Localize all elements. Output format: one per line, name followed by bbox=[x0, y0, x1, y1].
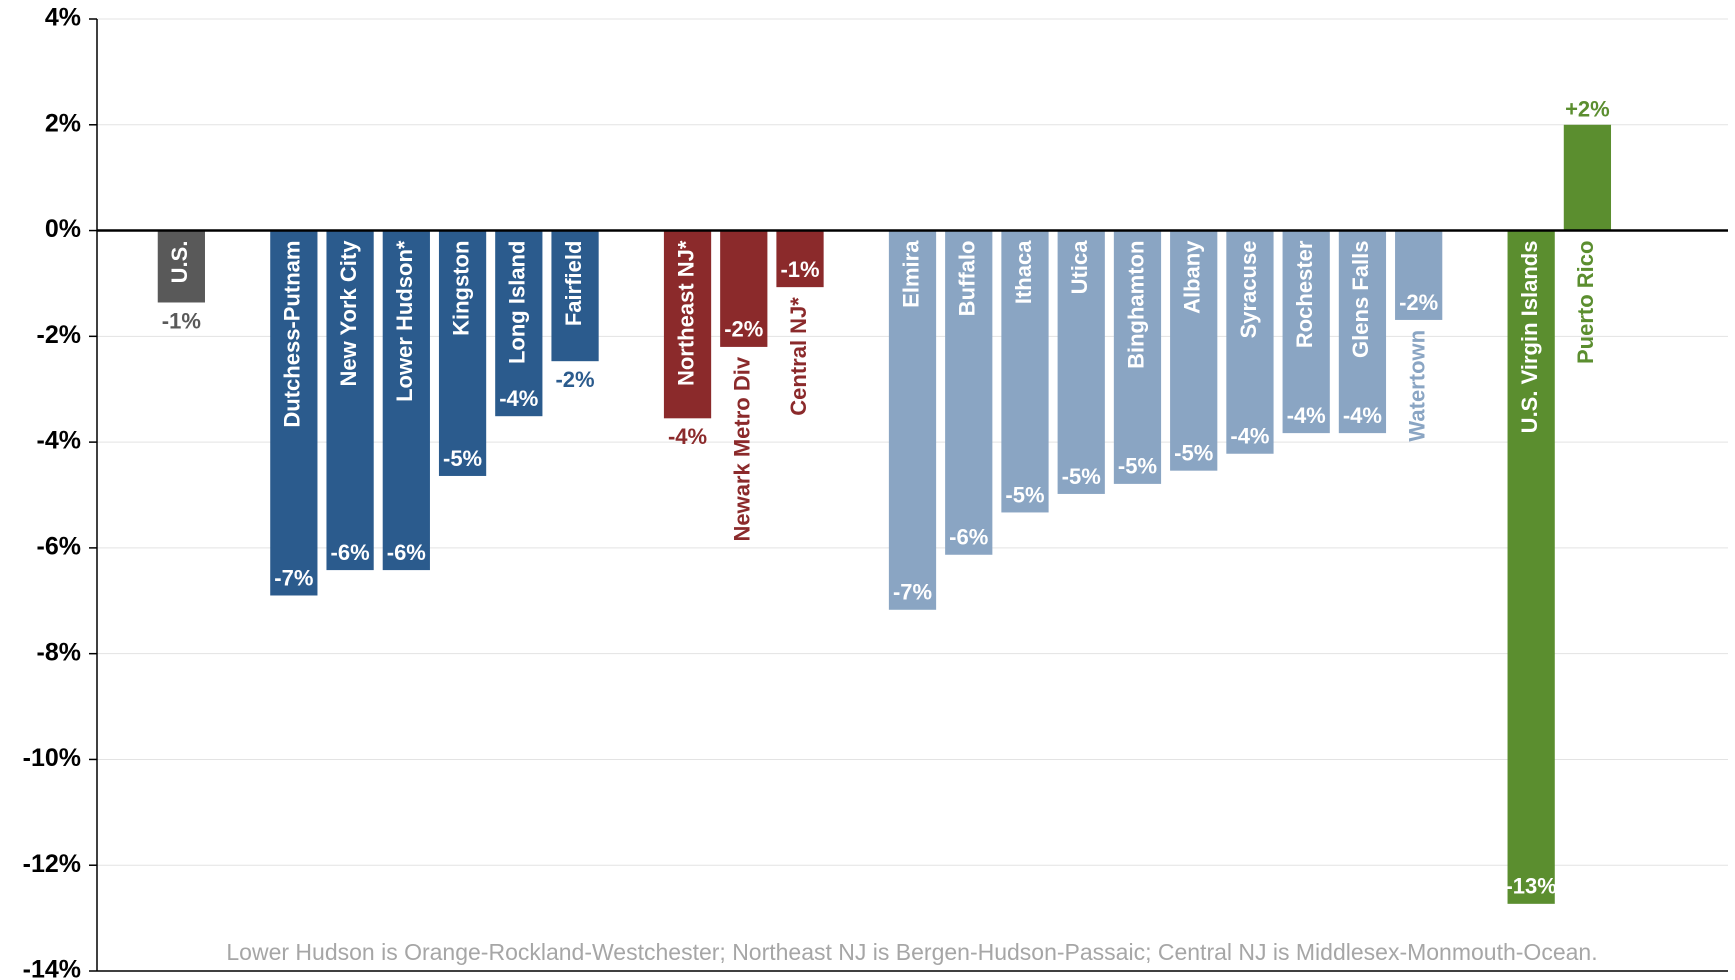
category-label: Utica bbox=[1067, 240, 1092, 295]
bar bbox=[438, 230, 487, 476]
value-label: -5% bbox=[1005, 482, 1044, 507]
category-label: Long Island bbox=[505, 241, 530, 364]
y-tick-label: -12% bbox=[23, 850, 81, 878]
category-label: Lower Hudson* bbox=[392, 240, 417, 402]
value-label: -5% bbox=[1174, 440, 1213, 465]
category-label: Central NJ* bbox=[786, 297, 811, 416]
bar bbox=[720, 230, 768, 347]
category-label: Rochester bbox=[1292, 240, 1317, 348]
value-label: -2% bbox=[555, 367, 594, 392]
value-label: -5% bbox=[1062, 464, 1101, 489]
bar bbox=[157, 230, 205, 303]
category-label: Puerto Rico bbox=[1573, 241, 1598, 364]
footnote: Lower Hudson is Orange-Rockland-Westches… bbox=[226, 939, 1597, 965]
category-label: Glens Falls bbox=[1348, 241, 1373, 358]
category-label: Buffalo bbox=[955, 241, 980, 317]
bar bbox=[663, 230, 712, 419]
value-label: -7% bbox=[274, 565, 313, 590]
y-tick-label: -6% bbox=[37, 532, 81, 560]
value-label: -4% bbox=[668, 424, 707, 449]
category-label: Fairfield bbox=[561, 241, 586, 327]
y-tick-label: -2% bbox=[37, 321, 81, 349]
bar bbox=[1113, 230, 1162, 484]
value-label: -2% bbox=[1399, 290, 1438, 315]
category-label: Elmira bbox=[898, 240, 923, 308]
y-tick-label: 4% bbox=[45, 4, 81, 32]
value-label: -7% bbox=[893, 580, 932, 605]
value-label: -6% bbox=[949, 525, 988, 550]
bar bbox=[776, 230, 824, 288]
bar bbox=[1170, 230, 1218, 471]
category-label: U.S. bbox=[167, 241, 192, 284]
category-label: Watertown bbox=[1404, 330, 1429, 442]
bar bbox=[495, 230, 543, 417]
bar bbox=[945, 230, 993, 555]
category-label: Syracuse bbox=[1236, 241, 1261, 339]
value-label: -5% bbox=[1118, 454, 1157, 479]
bar bbox=[1282, 230, 1330, 434]
category-label: Binghamton bbox=[1123, 241, 1148, 369]
category-label: Albany bbox=[1180, 240, 1205, 314]
value-label: -4% bbox=[1343, 403, 1382, 428]
value-label: -1% bbox=[780, 257, 819, 282]
category-label: Kingston bbox=[448, 241, 473, 336]
bar bbox=[1338, 230, 1387, 434]
bar bbox=[1057, 230, 1105, 494]
category-label: U.S. Virgin Islands bbox=[1517, 241, 1542, 434]
y-tick-label: -8% bbox=[37, 638, 81, 666]
value-label: -1% bbox=[162, 308, 201, 333]
category-label: Newark Metro Div bbox=[730, 356, 755, 541]
bar bbox=[1001, 230, 1049, 513]
y-tick-label: -10% bbox=[23, 744, 81, 772]
value-label: -13% bbox=[1505, 874, 1556, 899]
value-label: +2% bbox=[1565, 97, 1610, 122]
value-label: -4% bbox=[1230, 424, 1269, 449]
bar bbox=[1226, 230, 1274, 454]
y-tick-label: -4% bbox=[37, 427, 81, 455]
bar bbox=[326, 230, 374, 571]
bar bbox=[1507, 230, 1555, 904]
category-label: Dutchess-Putnam bbox=[280, 241, 305, 428]
bar bbox=[551, 230, 599, 362]
y-tick-label: -14% bbox=[23, 956, 81, 980]
value-label: -2% bbox=[724, 317, 763, 342]
bar bbox=[1563, 124, 1612, 231]
bar bbox=[888, 230, 937, 610]
bar bbox=[1395, 230, 1443, 320]
y-tick-label: 2% bbox=[45, 109, 81, 137]
value-label: -5% bbox=[443, 446, 482, 471]
bar bbox=[270, 230, 318, 596]
value-label: -6% bbox=[331, 540, 370, 565]
bar bbox=[382, 230, 430, 571]
value-label: -4% bbox=[1287, 403, 1326, 428]
category-label: Ithaca bbox=[1011, 240, 1036, 304]
value-label: -4% bbox=[499, 386, 538, 411]
category-label: New York City bbox=[336, 240, 361, 387]
value-label: -6% bbox=[387, 540, 426, 565]
category-label: Northeast NJ* bbox=[673, 240, 698, 386]
y-tick-label: 0% bbox=[45, 215, 81, 243]
